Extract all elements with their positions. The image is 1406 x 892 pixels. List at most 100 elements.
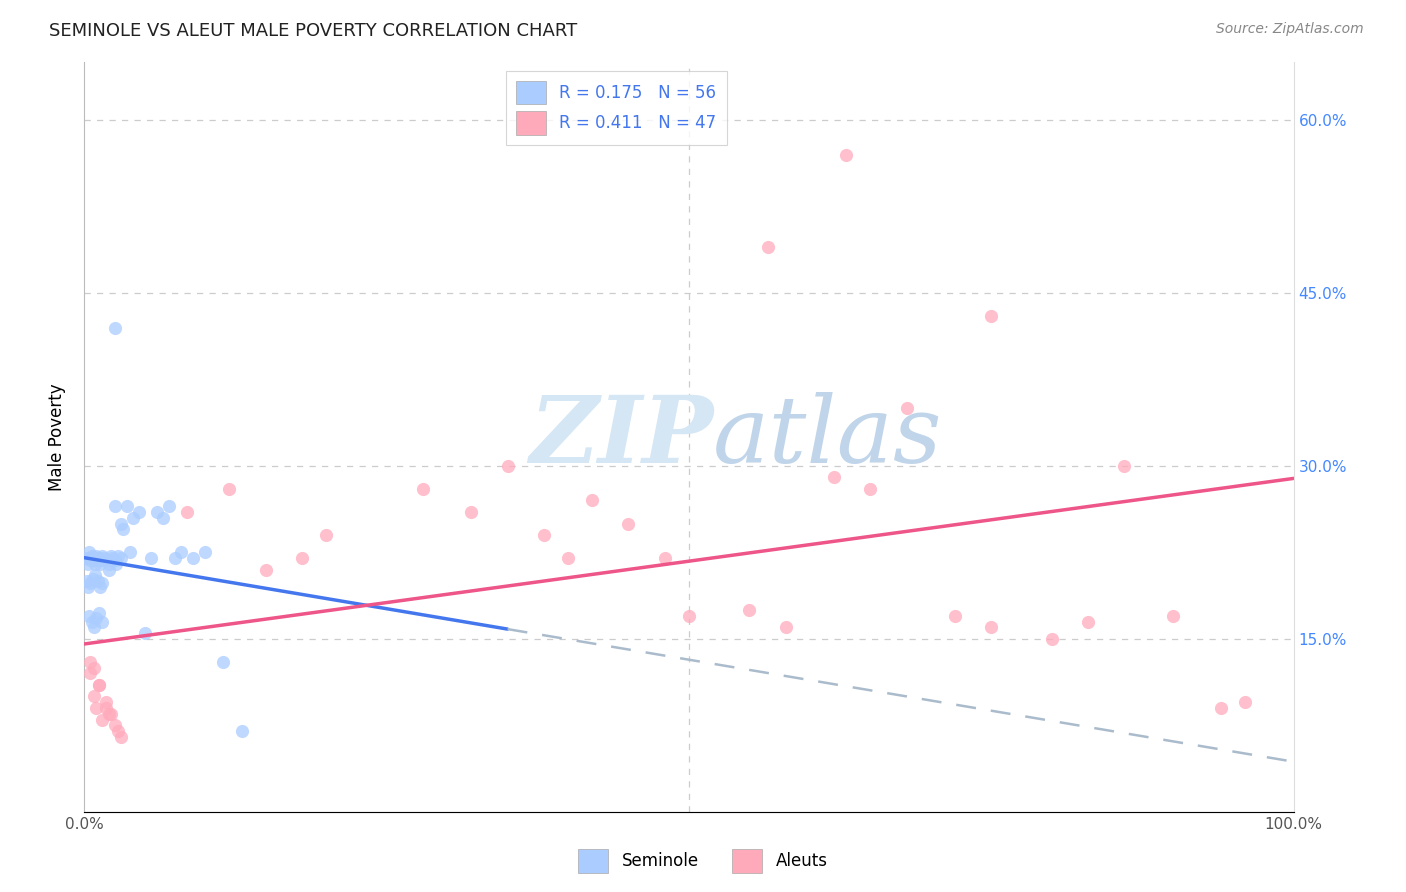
Point [79, 553, 101, 567]
Point [100, 549, 122, 563]
Point [181, 551, 204, 566]
Point [152, 510, 174, 524]
Point [835, 147, 858, 161]
Point [134, 626, 156, 640]
Point [557, 551, 579, 566]
Point [110, 551, 132, 566]
Point [1234, 695, 1257, 709]
Point [104, 500, 127, 514]
Point [170, 545, 193, 559]
Point [97, 706, 120, 721]
Point [87, 678, 110, 692]
Point [77, 545, 100, 559]
Point [315, 528, 337, 542]
Point [1114, 458, 1136, 473]
Point [84, 568, 107, 582]
Point [76, 551, 98, 566]
Point [107, 549, 129, 563]
Point [83, 620, 105, 634]
Point [87, 551, 110, 566]
Point [121, 510, 143, 524]
Point [254, 563, 277, 577]
Text: SEMINOLE VS ALEUT MALE POVERTY CORRELATION CHART: SEMINOLE VS ALEUT MALE POVERTY CORRELATI… [49, 22, 578, 40]
Text: ZIP: ZIP [529, 392, 713, 482]
Point [176, 505, 198, 519]
Point [139, 551, 162, 566]
Point [83, 553, 105, 567]
Point [83, 690, 105, 704]
Point [101, 551, 124, 566]
Point [91, 576, 114, 591]
Point [194, 545, 217, 559]
Point [98, 553, 121, 567]
Point [86, 553, 108, 567]
Point [87, 678, 110, 692]
Point [87, 607, 110, 621]
Point [94, 701, 117, 715]
Point [291, 551, 314, 566]
Point [460, 505, 482, 519]
Point [77, 580, 100, 594]
Point [775, 620, 797, 634]
Point [859, 482, 882, 496]
Point [77, 608, 100, 623]
Point [104, 320, 127, 334]
Point [617, 516, 640, 531]
Point [86, 611, 108, 625]
Point [94, 553, 117, 567]
Point [496, 458, 519, 473]
Point [91, 549, 114, 563]
Point [91, 713, 114, 727]
Point [678, 608, 700, 623]
Point [581, 493, 603, 508]
Point [146, 505, 169, 519]
Point [91, 615, 114, 629]
Point [128, 505, 150, 519]
Point [212, 655, 235, 669]
Point [1077, 615, 1099, 629]
Legend: Seminole, Aleuts: Seminole, Aleuts [572, 842, 834, 880]
Y-axis label: Male Poverty: Male Poverty [48, 384, 66, 491]
Text: Source: ZipAtlas.com: Source: ZipAtlas.com [1216, 22, 1364, 37]
Point [107, 724, 129, 739]
Point [77, 557, 100, 571]
Point [110, 516, 132, 531]
Point [79, 666, 101, 681]
Point [110, 730, 132, 744]
Text: atlas: atlas [713, 392, 942, 482]
Point [86, 549, 108, 563]
Point [980, 309, 1002, 323]
Point [157, 500, 180, 514]
Point [654, 551, 676, 566]
Point [86, 701, 108, 715]
Point [97, 557, 120, 571]
Legend: R = 0.175   N = 56, R = 0.411   N = 47: R = 0.175 N = 56, R = 0.411 N = 47 [506, 70, 727, 145]
Point [1161, 608, 1184, 623]
Point [93, 551, 115, 566]
Point [943, 608, 966, 623]
Point [90, 553, 112, 567]
Point [115, 500, 138, 514]
Point [533, 528, 555, 542]
Point [738, 603, 761, 617]
Point [89, 557, 111, 571]
Point [83, 660, 105, 674]
Point [97, 563, 120, 577]
Point [76, 574, 98, 589]
Point [80, 549, 103, 563]
Point [82, 551, 104, 566]
Point [412, 482, 434, 496]
Point [823, 470, 845, 484]
Point [80, 615, 103, 629]
Point [79, 655, 101, 669]
Point [100, 706, 122, 721]
Point [94, 695, 117, 709]
Point [120, 545, 142, 559]
Point [1040, 632, 1063, 646]
Point [104, 553, 127, 567]
Point [231, 724, 253, 739]
Point [980, 620, 1002, 634]
Point [165, 551, 187, 566]
Point [896, 401, 918, 416]
Point [112, 522, 135, 536]
